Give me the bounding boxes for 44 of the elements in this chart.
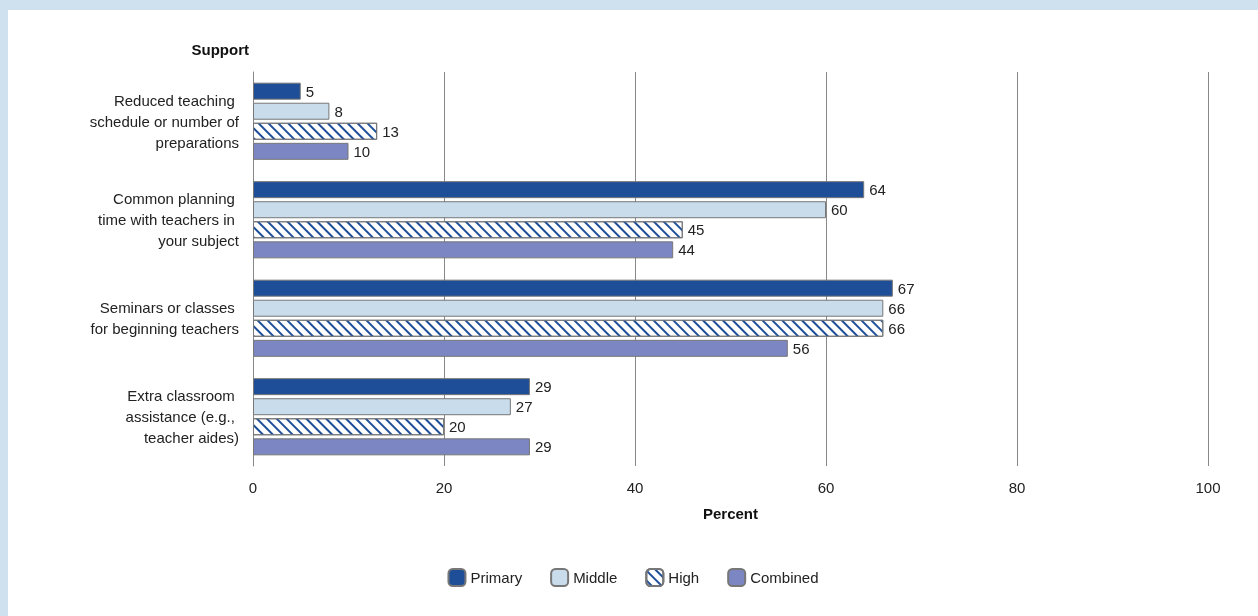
data-label: 66 bbox=[888, 319, 905, 337]
legend-label: High bbox=[668, 569, 700, 586]
data-label: 60 bbox=[831, 201, 848, 219]
x-tick-label: 40 bbox=[626, 479, 644, 496]
bar bbox=[253, 299, 884, 317]
x-tick-label: 80 bbox=[1008, 479, 1026, 496]
data-label: 45 bbox=[687, 221, 705, 239]
bar bbox=[253, 181, 865, 199]
data-label: 29 bbox=[534, 378, 552, 396]
bar bbox=[253, 398, 511, 416]
bar bbox=[253, 279, 893, 297]
y-tick-label: Extra classroom assistance (e.g., teacher aides) bbox=[125, 387, 239, 447]
y-tick-label: Reduced teaching schedule or number of preparations bbox=[89, 91, 240, 151]
legend-label: Primary bbox=[470, 569, 523, 586]
data-label: 8 bbox=[334, 102, 343, 120]
data-label: 27 bbox=[515, 398, 533, 416]
bar bbox=[253, 378, 530, 396]
data-label: 56 bbox=[792, 339, 810, 357]
bar bbox=[253, 201, 826, 219]
data-label: 66 bbox=[888, 299, 905, 317]
data-label: 5 bbox=[305, 82, 315, 100]
bar bbox=[253, 241, 674, 259]
legend-label: Middle bbox=[573, 569, 618, 586]
data-label: 64 bbox=[869, 181, 886, 199]
data-label: 29 bbox=[534, 438, 552, 456]
x-axis-title: Percent bbox=[702, 505, 759, 522]
bar bbox=[253, 438, 530, 456]
bar bbox=[253, 339, 788, 357]
x-tick-label: 60 bbox=[817, 479, 835, 496]
bar bbox=[253, 82, 301, 100]
bar bbox=[253, 142, 349, 160]
y-tick-label: Seminars or classes for beginning teachers bbox=[90, 299, 239, 338]
x-tick-label: 100 bbox=[1195, 479, 1221, 496]
y-tick-label: Common planning time with teachers in your subject bbox=[98, 190, 240, 250]
data-label: 20 bbox=[449, 418, 466, 436]
y-axis-title: Support bbox=[191, 41, 249, 58]
legend-label: Combined bbox=[750, 569, 819, 586]
data-label: 10 bbox=[353, 142, 371, 160]
x-tick-label: 0 bbox=[248, 479, 258, 496]
data-label: 44 bbox=[678, 241, 695, 259]
data-label: 67 bbox=[897, 279, 915, 297]
data-label: 13 bbox=[382, 122, 399, 140]
x-tick-label: 20 bbox=[435, 479, 453, 496]
bar bbox=[253, 102, 330, 120]
